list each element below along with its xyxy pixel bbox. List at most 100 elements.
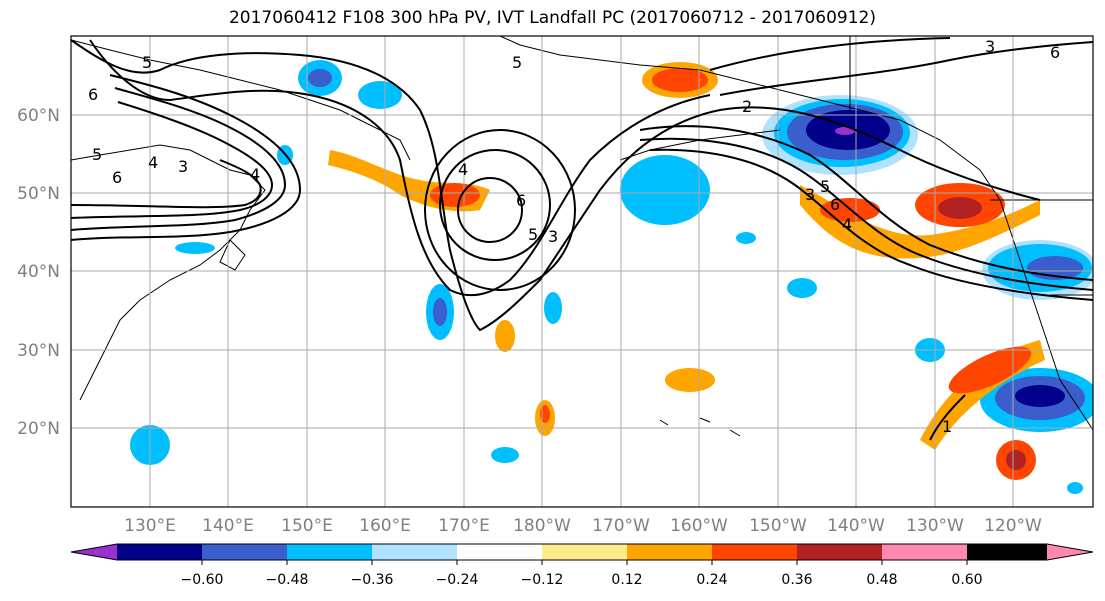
lon-label: 150°W — [749, 516, 807, 536]
pv-blob — [1015, 385, 1065, 407]
pv-blob — [948, 346, 1032, 394]
contour-label: 3 — [805, 185, 815, 204]
colorbar-tick-label: −0.36 — [351, 572, 394, 588]
border — [849, 36, 1093, 296]
contour-label: 6 — [88, 85, 98, 104]
pv-blob — [358, 81, 402, 109]
coastline — [71, 144, 266, 401]
colorbar-segment — [882, 544, 967, 560]
colorbar-tick-label: 0.60 — [951, 572, 982, 588]
pv-blob — [736, 232, 756, 244]
contour-label: 4 — [842, 215, 852, 234]
colorbar-outline — [70, 543, 1094, 561]
contour-label: 5 — [528, 225, 538, 244]
lon-label: 140°E — [202, 516, 254, 536]
contour-line — [709, 37, 951, 71]
contour-label: 6 — [1050, 43, 1060, 62]
contour-label: 3 — [178, 157, 188, 176]
pv-blob — [430, 183, 480, 207]
pv-blob — [800, 185, 1040, 259]
lon-label: 120°W — [984, 516, 1042, 536]
contour-line — [639, 137, 1093, 291]
lon-label: 140°W — [827, 516, 885, 536]
pv-blob — [433, 298, 447, 326]
colorbar-segment — [967, 544, 1047, 560]
contour-label: 2 — [742, 97, 752, 116]
colorbar-extend-max — [1047, 544, 1093, 560]
longitude-labels: 130°E 140°E 150°E 160°E 170°E 180°W 170°… — [124, 516, 1042, 536]
colorbar-extend-min — [71, 544, 117, 560]
colorbar-segment — [712, 544, 797, 560]
contour-line — [439, 149, 551, 261]
lat-label: 40°N — [17, 262, 60, 282]
colorbar-ticks — [201, 560, 968, 565]
contour-line — [457, 177, 523, 243]
coastline — [219, 239, 246, 271]
colorbar-segment — [287, 544, 372, 560]
pv-blob — [308, 69, 332, 87]
colorbar-tick-label: 0.48 — [866, 572, 897, 588]
colorbar-segment — [797, 544, 882, 560]
contour-labels: 6 5 4 3 5 6 4 6 5 3 2 3 5 6 4 1 6 4 5 3 — [88, 37, 1060, 436]
lat-label: 30°N — [17, 341, 60, 361]
contour-line — [71, 87, 287, 231]
contour-label: 5 — [142, 53, 152, 72]
colorbar-segment — [457, 544, 542, 560]
colorbar-segment — [202, 544, 287, 560]
colorbar-tick-label: −0.48 — [266, 572, 309, 588]
pv-blob — [175, 242, 215, 254]
contour-label: 4 — [250, 165, 260, 184]
contour-line — [424, 129, 576, 291]
contour-label: 3 — [985, 37, 995, 56]
colorbar-tick-label: 0.24 — [696, 572, 727, 588]
pv-blob — [491, 447, 519, 463]
lon-label: 130°E — [124, 516, 176, 536]
colorbar-segment — [117, 544, 202, 560]
colorbar-segment — [372, 544, 457, 560]
lon-label: 170°W — [592, 516, 650, 536]
contour-label: 5 — [820, 177, 830, 196]
contour-label: 5 — [92, 145, 102, 164]
colorbar-tick-label: −0.12 — [521, 572, 564, 588]
lon-label: 160°W — [670, 516, 728, 536]
contour-line — [649, 148, 1093, 301]
contour-label: 6 — [112, 168, 122, 187]
contour-label: 4 — [458, 160, 468, 179]
pv-blob — [938, 197, 982, 219]
pv-blob — [787, 278, 817, 298]
contour-line — [89, 39, 711, 297]
lat-label: 60°N — [17, 106, 60, 126]
pv-blob — [665, 368, 715, 392]
contour-line — [929, 394, 966, 441]
contour-label: 3 — [548, 227, 558, 246]
contour-label: 5 — [512, 53, 522, 72]
coastline — [499, 36, 1093, 431]
coastline — [659, 417, 741, 437]
lat-label: 50°N — [17, 184, 60, 204]
contour-line — [71, 39, 1041, 332]
contour-line — [71, 159, 262, 209]
pv-blob — [544, 292, 562, 324]
pv-blob — [1067, 482, 1083, 494]
colorbar-tick-label: 0.12 — [611, 572, 642, 588]
contour-label: 1 — [942, 417, 952, 436]
pv-blob — [495, 320, 515, 352]
pv-blob — [652, 68, 708, 92]
colorbar-tick-label: −0.24 — [436, 572, 479, 588]
latitude-labels: 60°N 50°N 40°N 30°N 20°N — [17, 106, 60, 439]
contour-line — [71, 101, 274, 219]
ivt-contours — [71, 37, 1093, 441]
lon-label: 160°E — [359, 516, 411, 536]
lon-label: 150°E — [281, 516, 333, 536]
colorbar: −0.60 −0.48 −0.36 −0.24 −0.12 0.12 0.24 … — [70, 543, 1094, 588]
lat-label: 20°N — [17, 419, 60, 439]
colorbar-segment — [542, 544, 627, 560]
contour-label: 6 — [516, 191, 526, 210]
lon-label: 180°W — [513, 516, 571, 536]
lon-label: 130°W — [906, 516, 964, 536]
contour-line — [639, 125, 1093, 281]
pv-blob — [1006, 450, 1026, 470]
colorbar-tick-label: 0.36 — [781, 572, 812, 588]
pv-blob — [835, 127, 855, 135]
